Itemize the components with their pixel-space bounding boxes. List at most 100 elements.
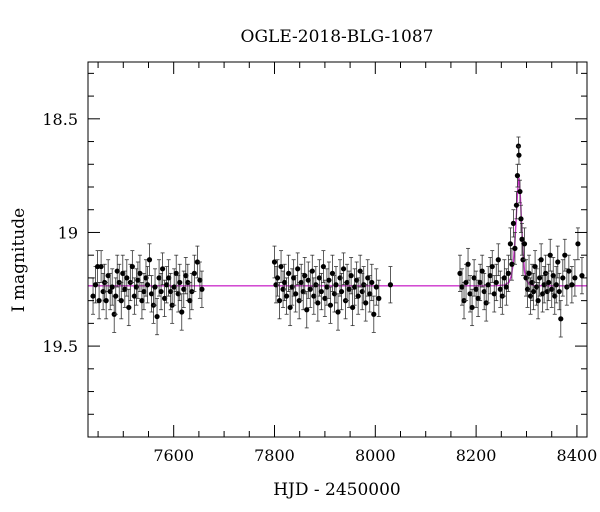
data-point — [320, 250, 326, 283]
data-point — [124, 259, 130, 297]
data-point — [183, 257, 189, 295]
data-point — [487, 257, 493, 295]
data-point — [475, 279, 481, 317]
data-point — [283, 277, 290, 315]
data-point — [177, 263, 183, 302]
plot-frame — [87, 61, 588, 438]
data-point — [355, 277, 361, 315]
data-point — [562, 238, 568, 272]
data-point — [376, 279, 382, 317]
points-layer — [90, 136, 585, 338]
data-point — [159, 252, 166, 286]
data-point — [497, 270, 503, 308]
x-tick-label: 8200 — [456, 446, 497, 465]
data-point — [566, 254, 572, 288]
data-point — [569, 266, 575, 304]
data-point — [324, 268, 330, 306]
data-point — [348, 257, 354, 295]
x-axis-label: HJD - 2450000 — [273, 480, 401, 500]
data-point — [107, 272, 113, 311]
data-point — [335, 293, 341, 331]
data-point — [144, 266, 151, 304]
data-point — [473, 270, 479, 308]
data-point — [560, 259, 566, 297]
y-tick-label: 18.5 — [42, 110, 78, 129]
data-point — [537, 259, 543, 297]
data-point — [519, 222, 525, 256]
data-point — [103, 282, 109, 320]
data-point — [318, 272, 324, 311]
data-point — [191, 254, 197, 292]
data-point — [116, 263, 122, 302]
data-point — [352, 268, 358, 306]
data-point — [550, 257, 556, 295]
data-point — [350, 288, 356, 327]
data-point — [572, 259, 578, 297]
x-tick-label: 7600 — [153, 446, 194, 465]
data-point — [493, 263, 499, 302]
data-point — [137, 254, 143, 292]
data-point — [152, 268, 158, 306]
data-point — [340, 252, 347, 286]
data-point — [558, 300, 564, 338]
data-point — [154, 297, 160, 336]
data-point — [109, 268, 115, 306]
data-point — [333, 266, 339, 304]
data-point — [532, 250, 538, 283]
y-axis-label: I magnitude — [9, 208, 29, 312]
data-point — [501, 259, 507, 297]
data-point — [338, 272, 345, 311]
data-point — [197, 261, 203, 299]
x-tick-label: 8000 — [355, 446, 396, 465]
data-point — [489, 250, 495, 283]
data-point — [305, 261, 311, 299]
data-point — [274, 259, 281, 297]
data-point — [495, 243, 501, 277]
data-point — [546, 263, 552, 302]
data-point — [469, 288, 475, 327]
data-point — [278, 250, 284, 283]
data-point — [127, 263, 133, 302]
x-tick-label: 8400 — [557, 446, 598, 465]
data-point — [129, 250, 135, 283]
data-point — [485, 266, 491, 304]
data-point — [179, 293, 185, 331]
data-point — [327, 286, 334, 324]
tick-layer — [88, 62, 587, 438]
data-point — [298, 263, 304, 302]
data-point — [113, 277, 119, 315]
data-point — [556, 272, 562, 311]
data-point — [96, 282, 102, 320]
data-point — [302, 257, 308, 295]
data-point — [575, 227, 581, 261]
data-point — [135, 261, 141, 299]
data-point — [313, 266, 319, 304]
data-point — [505, 254, 511, 292]
data-point — [465, 247, 471, 281]
data-point — [461, 282, 467, 320]
data-point — [194, 245, 200, 279]
data-point — [371, 295, 377, 333]
data-point — [293, 275, 299, 313]
x-tick-label: 7800 — [254, 446, 295, 465]
data-point — [185, 263, 191, 302]
data-point — [579, 257, 585, 295]
data-point — [199, 270, 205, 308]
tick-label-layer: 7600 7800 8000 8200 8400 18.5 19 19.5 — [42, 110, 597, 465]
chart-title: OGLE-2018-BLG-1087 — [241, 27, 434, 47]
data-point — [387, 266, 394, 304]
data-point — [517, 179, 523, 204]
y-tick-label: 19.5 — [42, 337, 78, 356]
data-point — [516, 145, 522, 165]
data-point — [92, 266, 99, 304]
data-point — [105, 259, 111, 292]
data-point — [530, 272, 537, 311]
data-point — [156, 259, 162, 297]
data-point — [164, 266, 170, 304]
data-point — [512, 232, 518, 265]
data-point — [369, 263, 375, 302]
data-point — [131, 277, 137, 315]
data-point — [187, 282, 193, 320]
data-point — [373, 268, 379, 306]
